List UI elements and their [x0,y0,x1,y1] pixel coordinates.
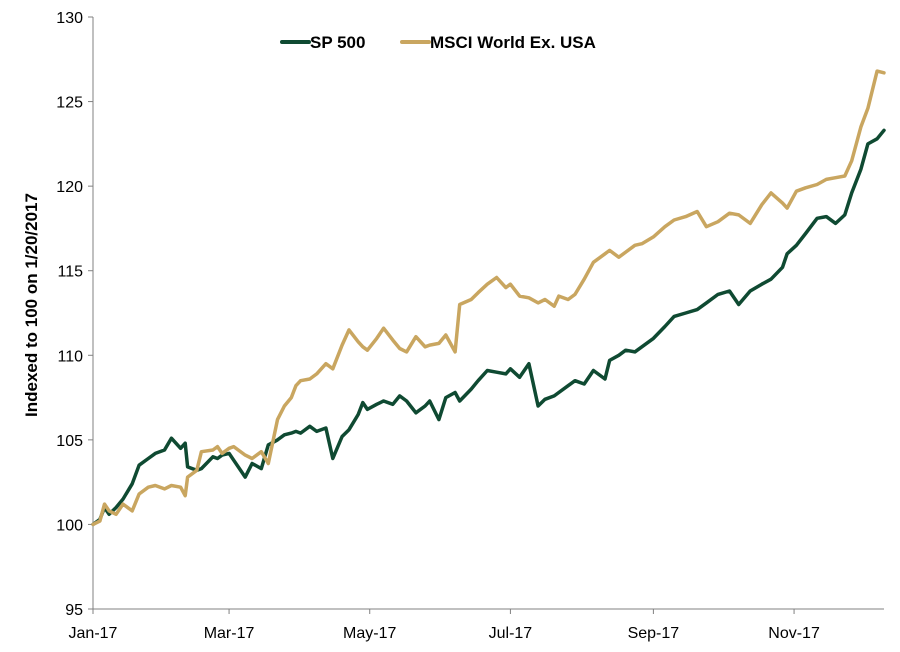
y-tick-label: 130 [56,10,83,27]
y-tick-label: 100 [56,517,83,534]
y-tick-label: 125 [56,95,83,112]
chart-series [91,69,886,527]
y-axis-ticks: 95 100 105 110 115 120 125 130 [56,10,93,619]
x-tick-label: May-17 [343,625,396,642]
x-tick-label: Nov-17 [768,625,820,642]
y-tick-label: 95 [65,602,83,619]
y-tick-label: 105 [56,433,83,450]
legend-label: SP 500 [310,33,365,52]
x-tick-label: Sep-17 [628,625,680,642]
y-tick-label: 120 [56,179,83,196]
legend-msci-world-ex-usa: MSCI World Ex. USA [400,33,596,52]
x-tick-label: Jul-17 [489,625,533,642]
x-axis-ticks: Jan-17 Mar-17 May-17 Jul-17 Sep-17 Nov-17 [69,609,820,642]
msci-world-ex-usa-line [91,69,886,527]
legend-label: MSCI World Ex. USA [430,33,596,52]
y-tick-label: 115 [57,264,83,281]
chart-axes [92,17,884,610]
chart-legend: SP 500 MSCI World Ex. USA [280,33,596,52]
legend-sp500: SP 500 [280,33,365,52]
y-axis-label: Indexed to 100 on 1/20/2017 [22,193,41,417]
y-tick-label: 110 [57,348,83,365]
x-tick-label: Mar-17 [204,625,255,642]
x-tick-label: Jan-17 [69,625,118,642]
sp500-line [91,128,886,527]
